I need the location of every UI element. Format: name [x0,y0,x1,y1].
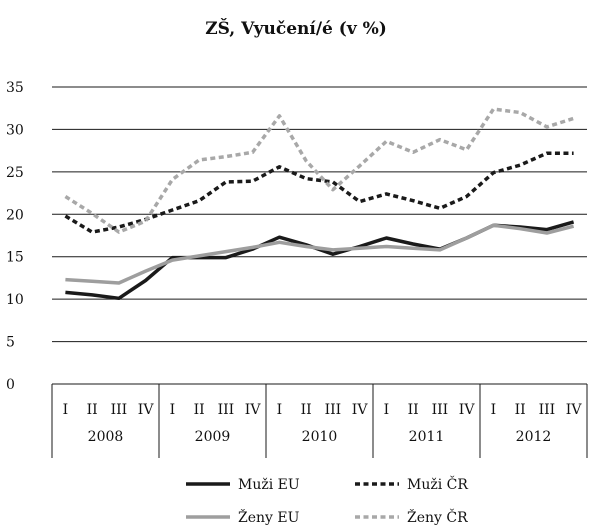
legend-label: Muži EU [238,477,300,493]
x-tick-quarter: I [277,402,283,418]
x-tick-quarter: I [384,402,390,418]
x-tick-quarter: II [87,402,98,418]
grid-layer [52,86,587,385]
x-tick-quarter: II [194,402,205,418]
series-line-muzi-cr [64,151,574,234]
x-tick-quarter: III [539,402,556,418]
x-tick-quarter: IV [459,402,476,418]
y-tick-label: 10 [6,292,24,308]
y-tick-label: 30 [6,122,24,138]
y-tick-label: 25 [6,165,24,181]
x-tick-quarter: II [408,402,419,418]
y-axis: 0 5 10 15 20 25 30 35 [6,80,24,393]
x-tick-quarter: I [170,402,176,418]
x-tick-quarter: I [63,402,69,418]
series-layer [64,107,575,301]
series-line-muzi-eu [65,220,575,301]
x-tick-quarter: IV [566,402,583,418]
x-tick-quarter: III [432,402,449,418]
x-tick-quarter: IV [352,402,369,418]
x-tick-year: 2009 [195,429,231,445]
x-tick-quarter: IV [245,402,262,418]
y-tick-label: 5 [6,335,15,351]
chart-title: ZŠ, Vyučení/é (v %) [205,18,387,39]
series-line-zeny-cr [64,107,575,234]
x-tick-quarter: III [325,402,342,418]
x-tick-quarter: II [515,402,526,418]
legend-label: Ženy ČR [407,508,468,526]
x-tick-quarter: II [301,402,312,418]
x-tick-quarter: III [111,402,128,418]
y-tick-label: 20 [6,207,24,223]
x-tick-quarter: IV [138,402,155,418]
y-tick-label: 35 [6,80,24,96]
x-tick-year: 2008 [88,429,124,445]
series-line-zeny-eu [65,223,575,285]
x-tick-year: 2010 [302,429,338,445]
legend-label: Ženy EU [238,508,300,526]
x-tick-year: 2012 [516,429,552,445]
x-tick-year: 2011 [409,429,445,445]
legend: Muži EU Muži ČR Ženy EU Ženy ČR [186,475,468,526]
y-tick-label: 15 [6,250,24,266]
x-tick-quarter: III [218,402,235,418]
y-tick-label: 0 [6,377,15,393]
x-tick-quarter: I [491,402,497,418]
legend-label: Muži ČR [407,475,468,493]
